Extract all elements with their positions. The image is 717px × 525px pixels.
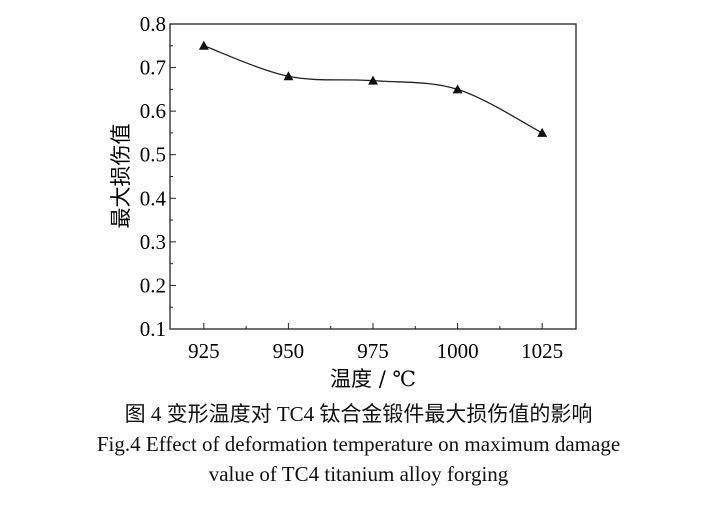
x-axis-label: 温度 / ℃ [330, 367, 416, 390]
caption-english-line2: value of TC4 titanium alloy forging [208, 462, 509, 486]
y-tick-label: 0.3 [140, 230, 166, 254]
x-tick-label: 925 [188, 339, 220, 363]
data-point-triangle [537, 127, 548, 137]
chart: 925 950 975 1000 1025 0.1 0.2 0.3 0.4 0.5 0.6 0.7 0.… [109, 12, 577, 390]
x-tick-label: 975 [357, 339, 389, 363]
y-tick-label: 0.2 [140, 273, 166, 297]
y-tick-label: 0.5 [140, 143, 166, 167]
x-tick-label: 950 [273, 339, 305, 363]
y-tick-label: 0.1 [140, 317, 166, 341]
y-axis-label: 最大损伤值 [109, 124, 133, 229]
data-point-triangle [198, 40, 209, 50]
y-tick-label: 0.7 [140, 56, 166, 80]
y-tick-label: 0.4 [140, 186, 167, 210]
data-point-triangle [368, 75, 378, 85]
x-tick-label: 1000 [437, 339, 479, 363]
x-tick-label: 1025 [521, 339, 563, 363]
caption-chinese: 图 4 变形温度对 TC4 钛合金锻件最大损伤值的影响 [124, 402, 593, 426]
data-point-triangle [452, 84, 463, 94]
plot-frame [169, 23, 577, 330]
data-point-triangle [283, 71, 294, 81]
caption-english-line1: Fig.4 Effect of deformation temperature … [96, 432, 621, 456]
series-line [203, 45, 543, 134]
y-tick-label: 0.6 [140, 99, 166, 123]
y-tick-label: 0.8 [140, 12, 166, 36]
